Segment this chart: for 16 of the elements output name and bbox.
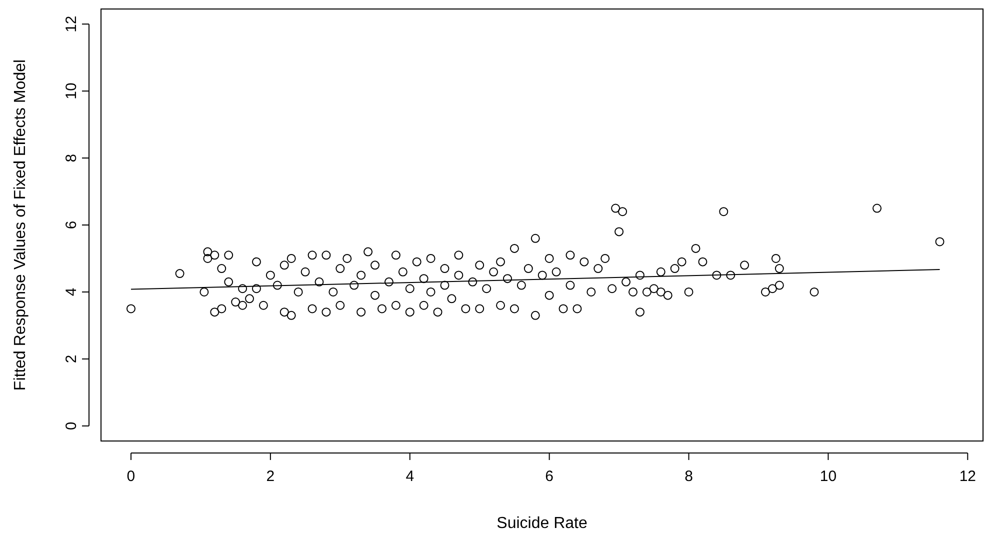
x-tick-label: 8 [684,468,693,485]
y-tick-label: 4 [63,288,80,296]
x-axis-title: Suicide Rate [496,515,588,532]
y-tick-label: 0 [63,422,80,430]
x-tick-label: 10 [820,468,837,485]
y-tick-label: 12 [63,16,80,32]
y-axis-title: Fitted Response Values of Fixed Effects Model [12,59,29,391]
y-tick-label: 2 [63,354,80,364]
x-tick-label: 2 [266,468,275,485]
y-tick-label: 6 [63,220,80,230]
x-tick-label: 4 [406,468,414,485]
x-tick-label: 6 [545,468,554,485]
y-tick-label: 8 [63,154,80,162]
x-tick-label: 12 [959,468,976,485]
x-tick-label: 0 [126,468,136,485]
y-tick-label: 10 [63,82,80,100]
